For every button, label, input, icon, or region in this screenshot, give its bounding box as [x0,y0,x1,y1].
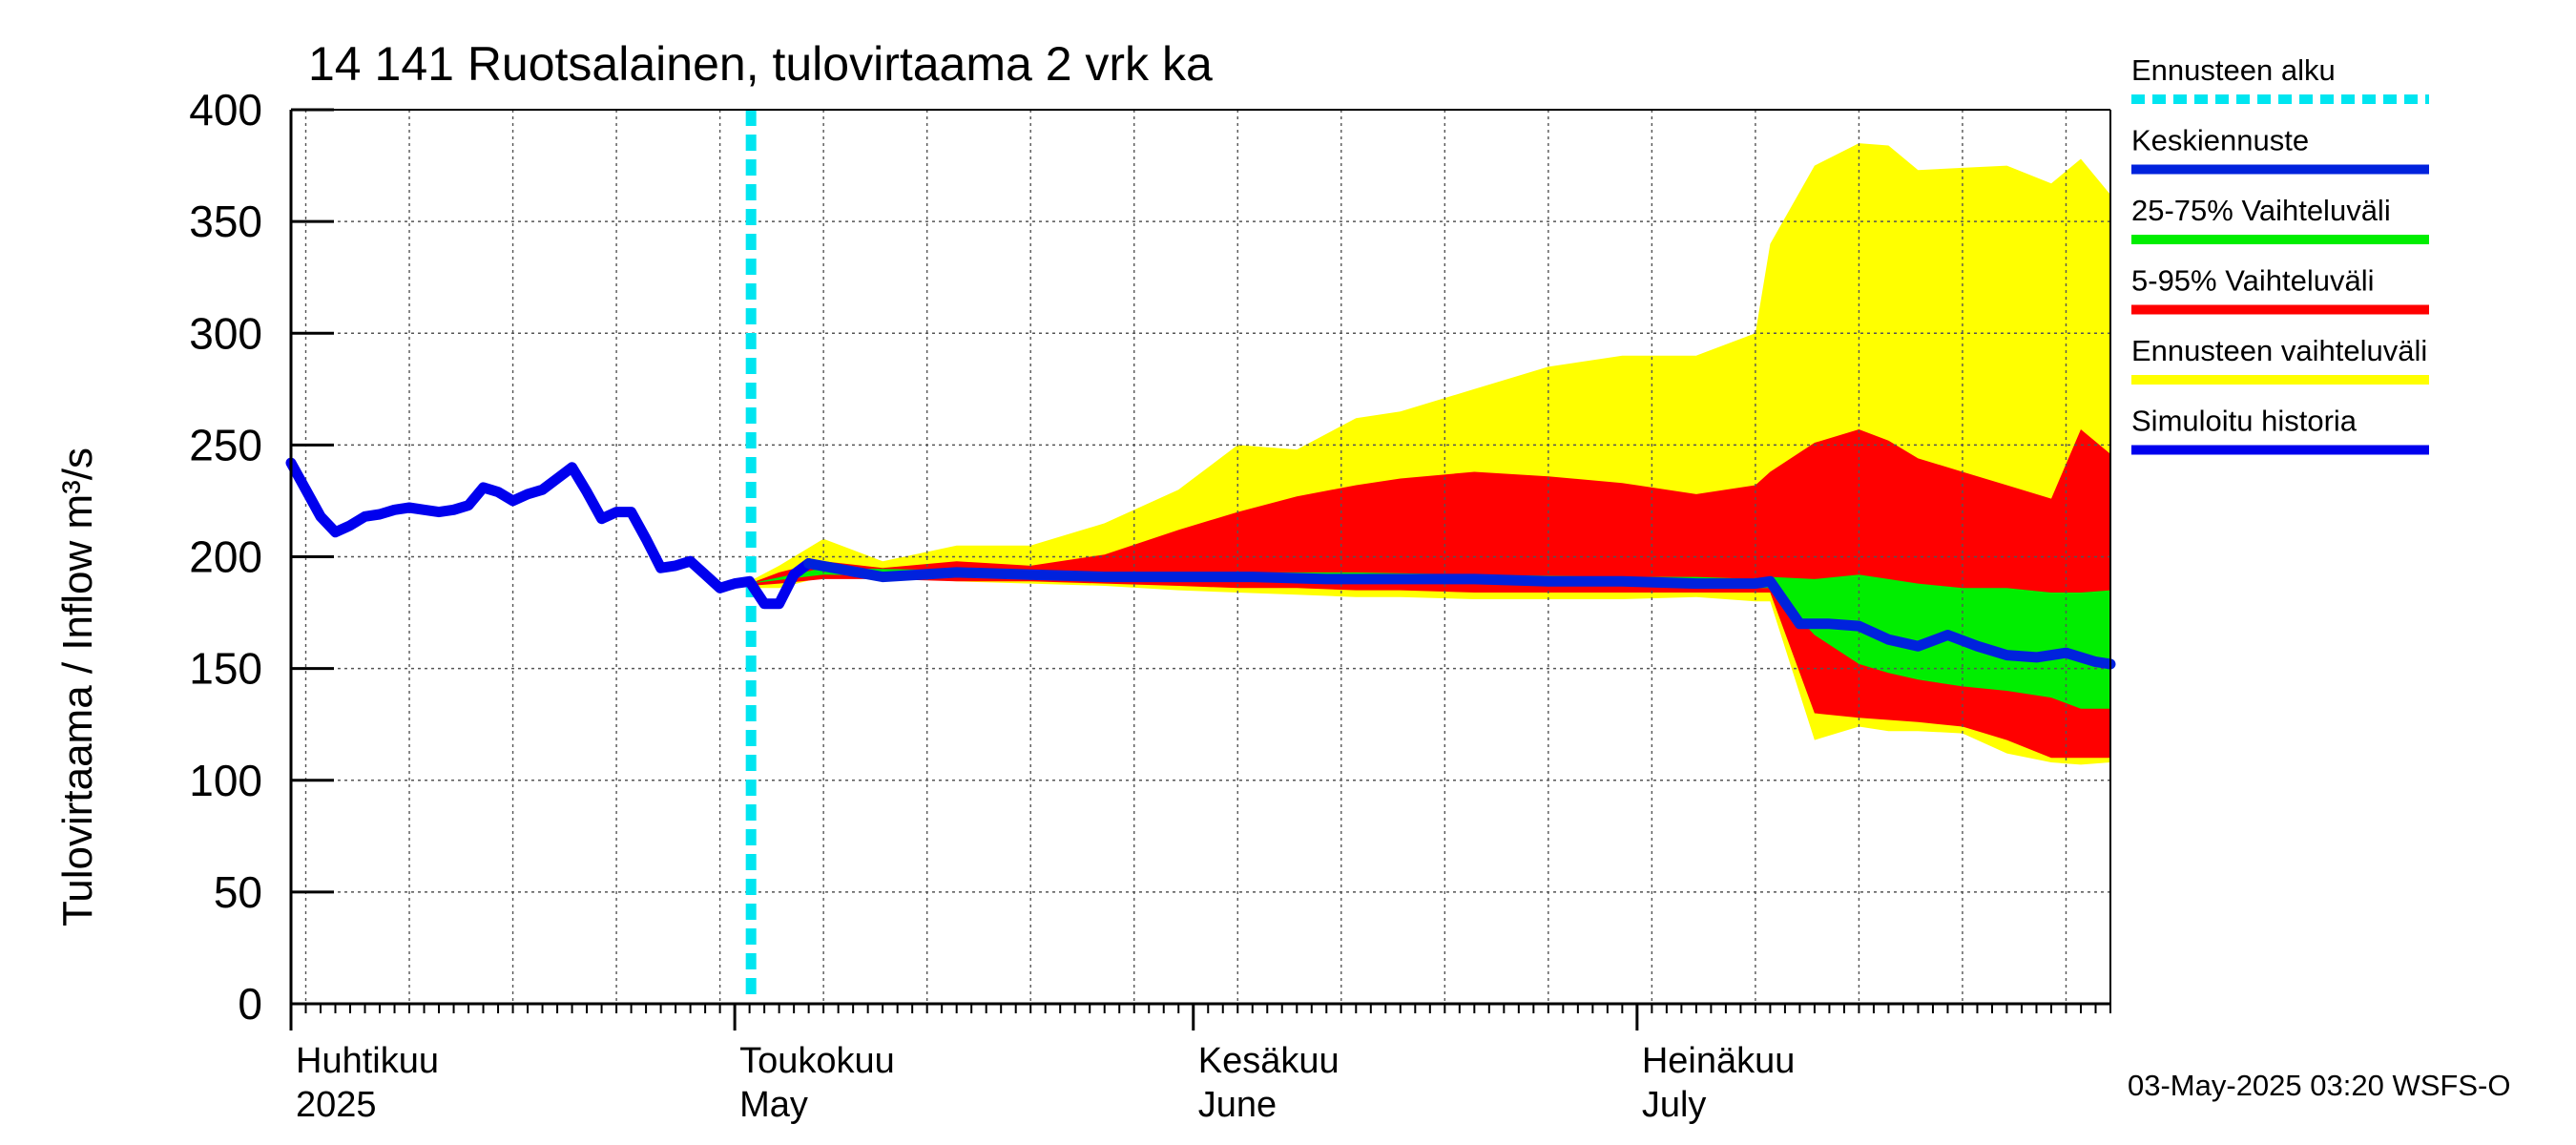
x-month-sublabel: July [1642,1085,1707,1125]
line-simulated-history [285,457,815,610]
legend-label: Simuloitu historia [2131,405,2358,438]
grid [291,109,2110,1004]
band-25-75 [749,568,2110,709]
chart-title: 14 141 Ruotsalainen, tulovirtaama 2 vrk … [308,37,1213,91]
legend-label: Ennusteen vaihteluväli [2131,334,2427,367]
y-tick-label: 100 [189,756,262,805]
legend-label: 25-75% Vaihteluväli [2131,194,2391,227]
x-month-sublabel: 2025 [296,1085,377,1125]
y-tick-label: 0 [238,979,262,1029]
footer-timestamp: 03-May-2025 03:20 WSFS-O [2128,1069,2510,1102]
series-lines [285,110,2116,1004]
y-tick-label: 150 [189,644,262,694]
band-forecast-range [749,143,2110,765]
y-axis-label: Tulovirtaama / Inflow m³/s [54,448,101,926]
y-tick-label: 350 [189,197,262,246]
y-tick-label: 50 [214,867,262,917]
x-month-label: Huhtikuu [296,1041,439,1081]
legend-label: Ennusteen alku [2131,53,2336,87]
x-month-label: Heinäkuu [1642,1041,1796,1081]
band-5-95 [749,429,2110,759]
x-month-sublabel: June [1198,1085,1277,1125]
y-tick-label: 400 [189,85,262,135]
x-month-sublabel: May [739,1085,808,1125]
x-month-label: Kesäkuu [1198,1041,1340,1081]
legend-label: Keskiennuste [2131,124,2309,157]
legend-label: 5-95% Vaihteluväli [2131,264,2374,298]
forecast-bands [749,143,2110,765]
y-tick-label: 250 [189,420,262,469]
legend: Ennusteen alku Keskiennuste 25-75% Vaihtel… [2131,53,2429,455]
line-mean-forecast [803,558,2116,670]
x-month-label: Toukokuu [739,1041,895,1081]
y-tick-label: 300 [189,308,262,358]
y-tick-label: 200 [189,532,262,582]
